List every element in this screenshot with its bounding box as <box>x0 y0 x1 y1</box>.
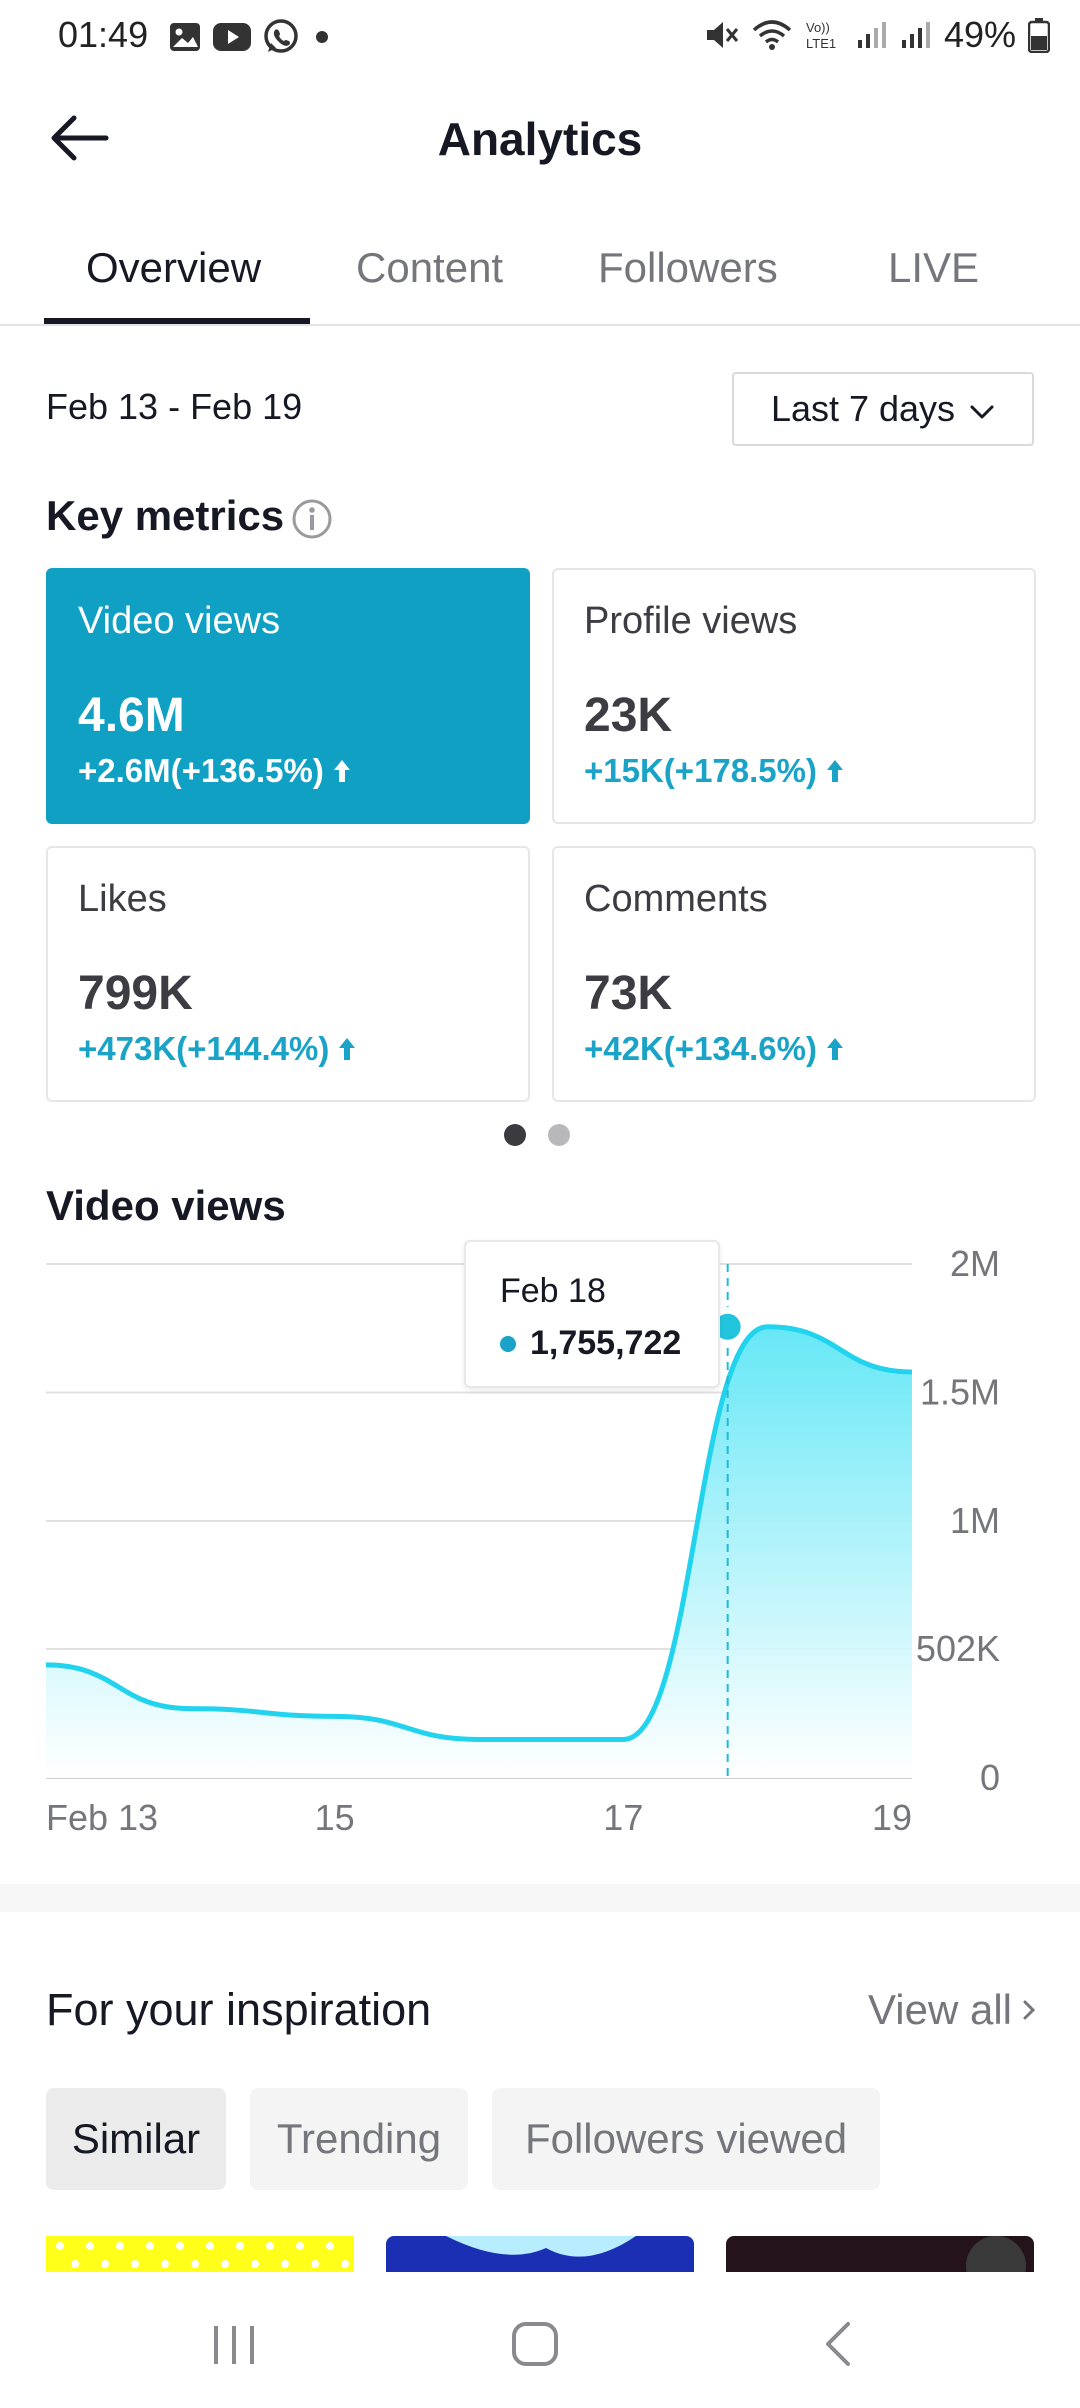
series-dot <box>500 1335 516 1352</box>
arrow-up-icon <box>333 760 350 782</box>
x-tick-label: 19 <box>872 1797 912 1838</box>
y-tick-label: 2M <box>950 1243 1000 1284</box>
status-time: 01:49 <box>58 14 149 55</box>
series-line <box>45 1324 913 1742</box>
metric-label: Comments <box>584 878 768 920</box>
tab-bar: Overview Content Followers LIVE <box>0 222 1080 326</box>
system-nav-bar <box>0 2272 1080 2408</box>
metric-value: 23K <box>584 689 673 742</box>
tab-followers[interactable]: Followers <box>598 244 778 291</box>
x-tick-label: 17 <box>603 1797 643 1838</box>
mute-icon <box>704 18 740 52</box>
chip-trending[interactable]: Trending <box>250 2088 468 2190</box>
chip-followers-viewed[interactable]: Followers viewed <box>492 2088 880 2190</box>
highlight-marker <box>714 1313 741 1340</box>
section-divider <box>0 1884 1080 1912</box>
video-thumbnail[interactable] <box>386 2236 694 2272</box>
chart-tooltip: Feb 18 1,755,722 <box>464 1240 720 1388</box>
signal-icon <box>856 20 888 50</box>
youtube-icon <box>212 21 252 53</box>
arrow-up-icon <box>826 1038 843 1060</box>
y-tick-label: 1M <box>950 1500 1000 1541</box>
metric-value: 799K <box>78 967 193 1020</box>
x-tick-label: 15 <box>315 1797 355 1838</box>
y-tick-label: 0 <box>980 1757 1000 1798</box>
svg-text:LTE1: LTE1 <box>806 36 836 51</box>
whatsapp-icon <box>262 18 300 56</box>
tab-content[interactable]: Content <box>356 244 504 291</box>
page-title: Analytics <box>437 113 643 165</box>
metric-change-text: +2.6M(+136.5%) <box>78 752 324 789</box>
back-icon[interactable] <box>812 2316 868 2377</box>
metric-change: +473K(+144.4%) <box>78 1030 357 1068</box>
metric-change: +15K(+178.5%) <box>584 752 845 790</box>
info-icon[interactable] <box>290 497 334 546</box>
metric-label: Profile views <box>584 600 798 642</box>
active-tab-indicator <box>44 318 310 324</box>
date-range: Feb 13 - Feb 19 <box>46 386 303 427</box>
svg-text:Vo)): Vo)) <box>806 20 830 35</box>
metric-change: +42K(+134.6%) <box>584 1030 845 1068</box>
series-area <box>46 1326 912 1778</box>
dot-icon <box>310 25 334 49</box>
status-bar: 01:49 Vo)) LTE1 49% <box>0 0 1080 72</box>
metric-card-video-views[interactable]: Video views 4.6M +2.6M(+136.5%) <box>46 568 530 824</box>
page-dot-active[interactable] <box>504 1124 526 1146</box>
metric-card-comments[interactable]: Comments 73K +42K(+134.6%) <box>552 846 1036 1102</box>
metric-card-likes[interactable]: Likes 799K +473K(+144.4%) <box>46 846 530 1102</box>
chevron-right-icon <box>1023 2000 1036 2020</box>
y-tick-label: 1.5M <box>920 1372 1000 1413</box>
tab-live[interactable]: LIVE <box>888 244 980 291</box>
tab-overview[interactable]: Overview <box>86 244 262 291</box>
y-tick-label: 502K <box>916 1628 1000 1669</box>
arrow-left-icon[interactable] <box>44 108 114 168</box>
wifi-icon <box>752 18 792 52</box>
metric-label: Video views <box>78 600 281 642</box>
metric-value: 4.6M <box>78 689 185 742</box>
metric-change-text: +473K(+144.4%) <box>78 1030 330 1067</box>
key-metrics-title: Key metrics <box>46 492 285 539</box>
battery-percent: 49% <box>943 14 1016 55</box>
chevron-down-icon <box>969 388 995 430</box>
tooltip-date: Feb 18 <box>500 1272 606 1310</box>
battery-icon <box>1028 17 1050 53</box>
metric-label: Likes <box>78 878 167 920</box>
recent-apps-icon[interactable] <box>206 2316 262 2377</box>
period-dropdown[interactable]: Last 7 days <box>732 372 1034 446</box>
signal-icon <box>900 20 932 50</box>
video-views-chart[interactable]: 0 502K 1M 1.5M 2M Feb 13 15 17 19 <box>0 1230 1080 1850</box>
carousel-pagination <box>504 1124 570 1146</box>
arrow-up-icon <box>339 1038 356 1060</box>
metric-card-profile-views[interactable]: Profile views 23K +15K(+178.5%) <box>552 568 1036 824</box>
video-thumbnail[interactable] <box>726 2236 1034 2272</box>
period-dropdown-label: Last 7 days <box>770 388 956 429</box>
view-all-link[interactable]: View all <box>868 1986 1036 2034</box>
tooltip-value-row: 1,755,722 <box>500 1324 681 1363</box>
page-dot[interactable] <box>548 1124 570 1146</box>
tooltip-value: 1,755,722 <box>530 1324 682 1362</box>
app-header: Analytics <box>0 90 1080 190</box>
video-views-title: Video views <box>46 1182 286 1229</box>
home-icon[interactable] <box>508 2316 564 2377</box>
inspiration-title: For your inspiration <box>46 1984 432 2035</box>
x-tick-label: Feb 13 <box>46 1797 158 1838</box>
arrow-up-icon <box>826 760 843 782</box>
metric-change-text: +42K(+134.6%) <box>584 1030 817 1067</box>
view-all-label: View all <box>868 1986 1012 2033</box>
volte-icon: Vo)) LTE1 <box>804 18 844 52</box>
gallery-icon <box>168 20 202 54</box>
metric-change: +2.6M(+136.5%) <box>78 752 352 790</box>
chip-similar[interactable]: Similar <box>46 2088 226 2190</box>
metric-value: 73K <box>584 967 673 1020</box>
video-thumbnail[interactable] <box>46 2236 354 2272</box>
metric-change-text: +15K(+178.5%) <box>584 752 817 789</box>
